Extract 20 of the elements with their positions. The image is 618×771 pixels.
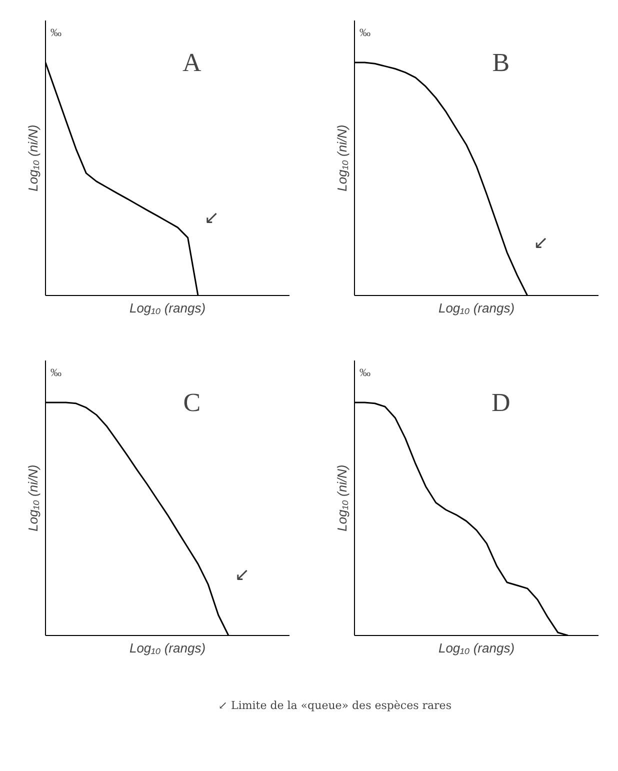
text: ↙ Limite de la «queue» des espèces rares <box>218 699 452 712</box>
chart-title: A <box>182 48 202 77</box>
annotation: ↙ <box>204 208 220 229</box>
text: ‰ <box>360 367 370 380</box>
chart-title: D <box>492 388 510 417</box>
chart-title: C <box>183 388 201 417</box>
y-axis-title: Log₁₀ (ni/N) <box>26 464 40 532</box>
x-axis-title: Log₁₀ (rangs) <box>438 300 515 316</box>
annotation: ↙ <box>234 564 250 586</box>
y-axis-title: Log₁₀ (ni/N) <box>334 464 350 532</box>
x-axis-title: Log₁₀ (rangs) <box>129 300 206 316</box>
text: ‰ <box>360 27 370 40</box>
x-axis-title: Log₁₀ (rangs) <box>129 640 206 656</box>
annotation: ↙ <box>533 232 549 254</box>
text: ‰ <box>50 27 62 40</box>
y-axis-title: Log₁₀ (ni/N) <box>26 124 40 192</box>
text: ‰ <box>50 367 62 380</box>
y-axis-title: Log₁₀ (ni/N) <box>334 124 350 192</box>
x-axis-title: Log₁₀ (rangs) <box>438 640 515 656</box>
chart-title: B <box>492 48 510 77</box>
